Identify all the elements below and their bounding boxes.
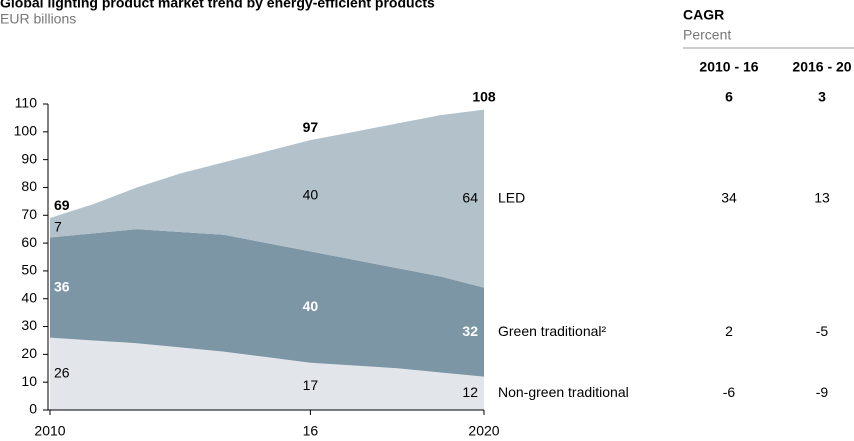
total-label: 97 xyxy=(303,119,319,135)
data-label: 26 xyxy=(54,365,70,381)
legend-label: LED xyxy=(498,189,525,205)
legend-label: Green traditional² xyxy=(498,323,607,339)
legend-label: Non-green traditional xyxy=(498,384,629,400)
area xyxy=(50,229,484,377)
data-label: 7 xyxy=(54,218,62,234)
y-tick-label: 10 xyxy=(21,373,37,389)
y-tick-label: 20 xyxy=(21,345,37,361)
cagr-value: -9 xyxy=(816,384,829,400)
cagr-column: 2016 - 20 xyxy=(792,59,851,75)
cagr-total: 6 xyxy=(725,89,733,105)
data-label: 64 xyxy=(462,189,478,205)
y-tick-label: 40 xyxy=(21,289,37,305)
data-label: 32 xyxy=(462,323,478,339)
cagr-value: 2 xyxy=(725,323,733,339)
y-tick-label: 80 xyxy=(21,178,37,194)
cagr-column: 2010 - 16 xyxy=(699,59,758,75)
x-tick-label: 2020 xyxy=(468,423,499,439)
area xyxy=(50,337,484,410)
y-tick-label: 0 xyxy=(29,401,37,417)
data-label: 40 xyxy=(303,187,319,203)
cagr-title: CAGR xyxy=(683,7,724,23)
total-label: 108 xyxy=(472,88,496,104)
total-label: 69 xyxy=(54,197,70,213)
cagr-total: 3 xyxy=(818,89,826,105)
cagr-value: 13 xyxy=(814,189,830,205)
chart-subtitle: EUR billions xyxy=(0,11,76,27)
y-tick-label: 110 xyxy=(15,95,38,111)
chart-title: Global lighting product market trend by … xyxy=(0,0,435,11)
area xyxy=(50,109,484,288)
y-tick-label: 70 xyxy=(21,206,37,222)
y-tick-label: 100 xyxy=(14,123,38,139)
y-tick-label: 90 xyxy=(21,150,37,166)
y-tick-label: 50 xyxy=(21,262,37,278)
data-label: 17 xyxy=(303,377,319,393)
y-tick-label: 60 xyxy=(21,234,37,250)
x-tick-label: 2010 xyxy=(34,423,65,439)
y-tick-label: 30 xyxy=(21,317,37,333)
cagr-value: -5 xyxy=(816,323,829,339)
data-label: 12 xyxy=(462,384,478,400)
cagr-unit: Percent xyxy=(683,27,731,43)
x-tick-label: 16 xyxy=(303,423,319,439)
data-label: 40 xyxy=(303,298,319,314)
cagr-value: 34 xyxy=(721,189,737,205)
cagr-value: -6 xyxy=(723,384,736,400)
data-label: 36 xyxy=(54,278,70,294)
